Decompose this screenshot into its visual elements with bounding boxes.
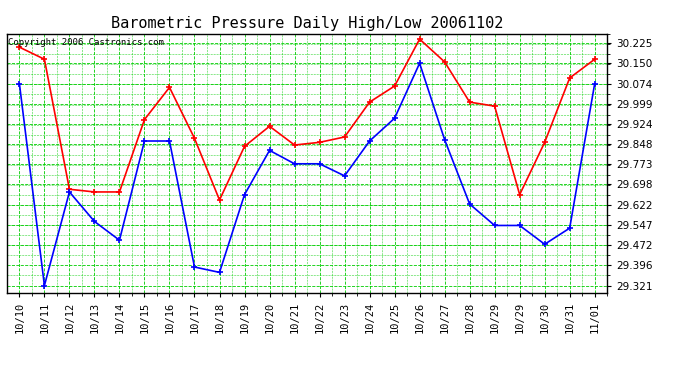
Title: Barometric Pressure Daily High/Low 20061102: Barometric Pressure Daily High/Low 20061… <box>111 16 503 31</box>
Text: Copyright 2006 Castronics.com: Copyright 2006 Castronics.com <box>8 38 164 46</box>
